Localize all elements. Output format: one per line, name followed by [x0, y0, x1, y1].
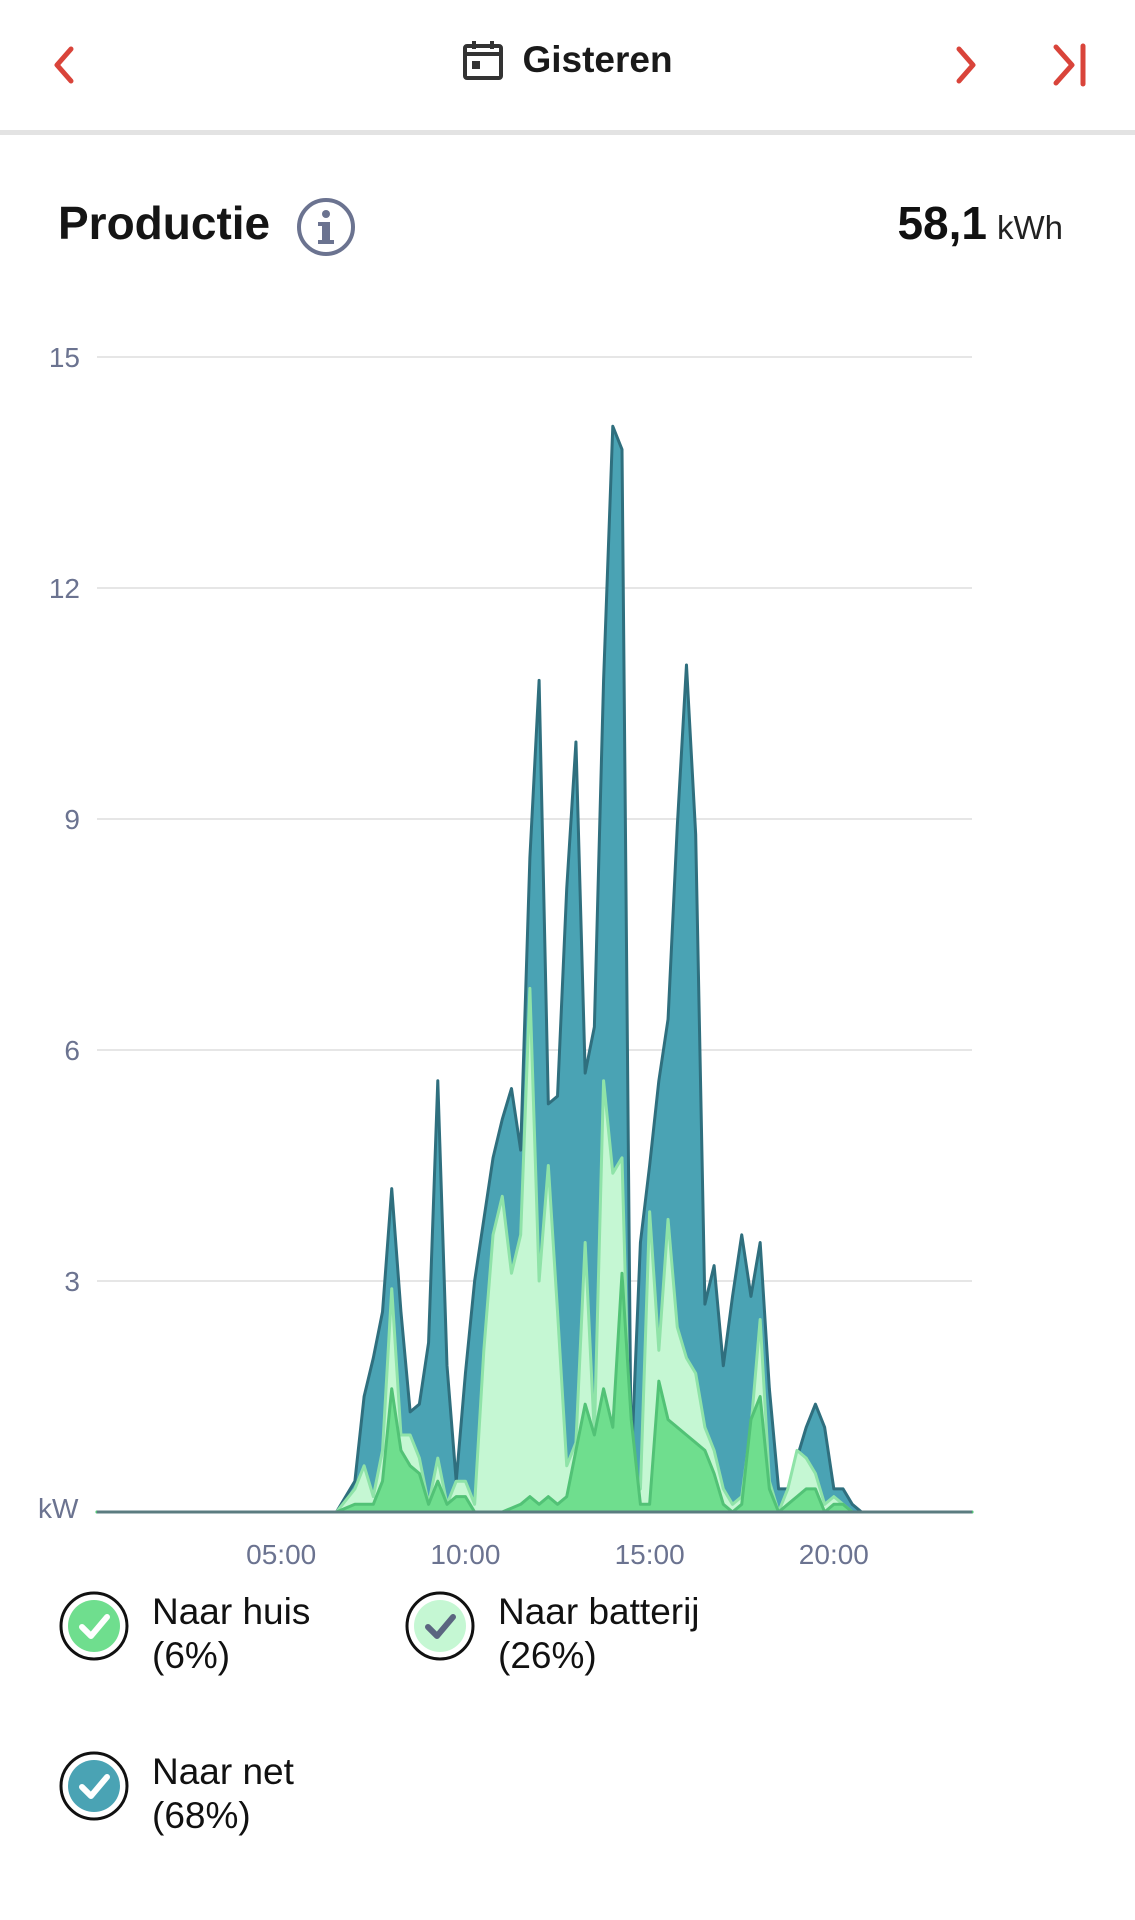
legend-label: Naar net [152, 1751, 294, 1792]
total-unit: kWh [997, 209, 1063, 246]
legend-percentage: (68%) [152, 1795, 251, 1836]
legend-item-naar-net[interactable]: Naar net (68%) [58, 1750, 294, 1838]
top-bar: Gisteren [0, 0, 1135, 130]
top-bar-divider [0, 130, 1135, 135]
legend-percentage: (6%) [152, 1635, 231, 1676]
total-value: 58,1 [897, 197, 987, 249]
x-tick-label: 15:00 [615, 1539, 685, 1570]
info-icon [297, 198, 355, 256]
x-tick-label: 05:00 [246, 1539, 316, 1570]
y-tick-label: 9 [64, 804, 80, 835]
y-tick-label: 15 [49, 342, 80, 373]
info-button[interactable] [295, 196, 357, 258]
chevron-right-icon [956, 46, 976, 84]
check-circle-icon [59, 1591, 129, 1661]
check-circle-icon [59, 1751, 129, 1821]
y-axis-unit-label: kW [38, 1493, 79, 1524]
skip-to-today-button[interactable] [1035, 30, 1105, 100]
legend-item-naar-batterij[interactable]: Naar batterij (26%) [404, 1590, 700, 1678]
y-tick-label: 12 [49, 573, 80, 604]
y-tick-label: 6 [64, 1035, 80, 1066]
y-tick-label: 3 [64, 1266, 80, 1297]
x-tick-label: 20:00 [799, 1539, 869, 1570]
production-total: 58,1 kWh [897, 196, 1063, 250]
check-circle-icon [405, 1591, 475, 1661]
series-area [95, 1271, 974, 1514]
date-selector[interactable]: Gisteren [0, 30, 1135, 90]
legend-label: Naar huis [152, 1591, 311, 1632]
next-day-button[interactable] [930, 30, 1000, 100]
date-label: Gisteren [522, 39, 673, 80]
grid-lines: 15 12 9 6 3 [49, 342, 972, 1297]
production-area-chart: 15 12 9 6 3 05:00 10:00 15:00 20:00 kW [38, 342, 974, 1570]
series-areas [95, 424, 974, 1514]
legend-label: Naar batterij [498, 1591, 700, 1632]
previous-day-button[interactable] [30, 30, 100, 100]
chevron-left-icon [54, 46, 74, 84]
legend-item-naar-huis[interactable]: Naar huis (6%) [58, 1590, 310, 1678]
section-title: Productie [58, 197, 271, 249]
skip-to-end-icon [1053, 43, 1086, 87]
x-tick-label: 10:00 [430, 1539, 500, 1570]
axes: 05:00 10:00 15:00 20:00 [97, 1510, 972, 1570]
calendar-icon [463, 41, 504, 80]
legend-percentage: (26%) [498, 1635, 597, 1676]
